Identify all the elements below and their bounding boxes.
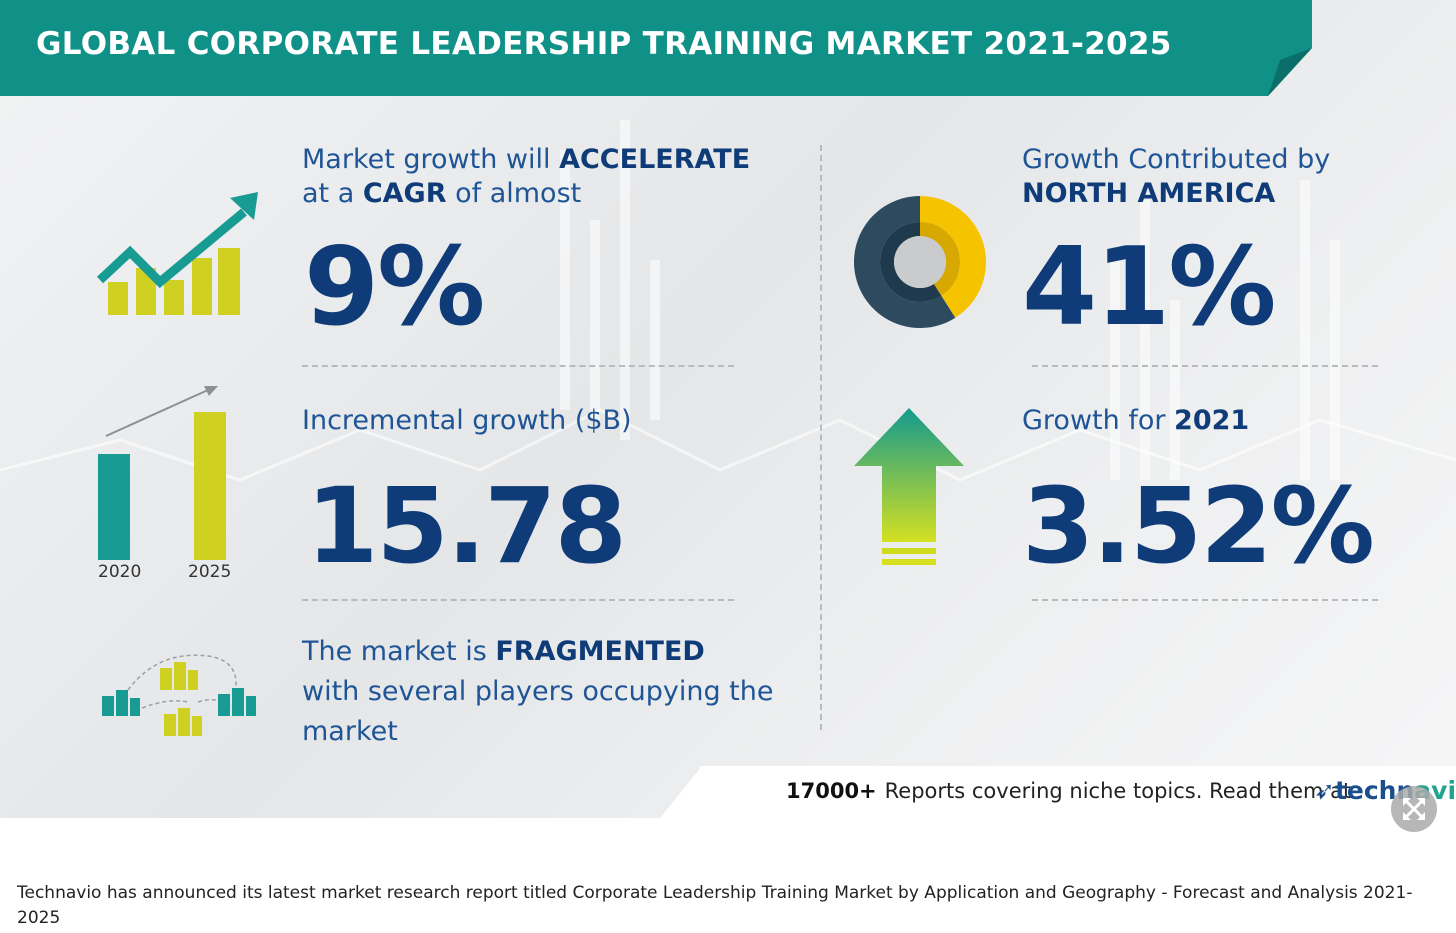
- cagr-heading: Market growth will ACCELERATE at a CAGR …: [302, 143, 750, 211]
- expand-icon: [1403, 798, 1425, 820]
- expand-image-button[interactable]: [1391, 786, 1437, 832]
- bar-comparison-icon: [98, 386, 226, 560]
- donut-center: [894, 236, 946, 288]
- incremental-value: 15.78: [306, 465, 627, 587]
- footer-strip: [700, 766, 1456, 818]
- report-count: 17000+: [786, 779, 877, 803]
- fragmented-line3-text: market: [302, 716, 398, 747]
- title-banner: GLOBAL CORPORATE LEADERSHIP TRAINING MAR…: [0, 0, 1312, 96]
- infographic: GLOBAL CORPORATE LEADERSHIP TRAINING MAR…: [0, 0, 1456, 818]
- buildings-network-icon: [102, 654, 256, 736]
- incremental-heading: Incremental growth ($B): [302, 405, 632, 436]
- background-texture: [0, 0, 1456, 818]
- donut-inner-share: [920, 222, 960, 296]
- yoy-heading: Growth for 2021: [1022, 404, 1249, 438]
- donut-share-segment: [920, 196, 986, 318]
- divider-yoy: [1032, 599, 1378, 601]
- fragmented-line2-text: with several players occupying the: [302, 676, 774, 707]
- cagr-line2-suffix: of almost: [446, 178, 582, 209]
- divider-incremental: [302, 599, 734, 601]
- logo-mark-icon: ➶: [1314, 776, 1335, 805]
- accelerate-label: ACCELERATE: [559, 144, 751, 175]
- divider-region: [1032, 365, 1378, 367]
- cagr-label: CAGR: [362, 178, 447, 209]
- region-heading: Growth Contributed by NORTH AMERICA: [1022, 143, 1330, 211]
- donut-inner-rest: [880, 222, 942, 302]
- cagr-value: 9%: [304, 225, 485, 350]
- fragmented-line1-text: The market is: [302, 636, 496, 667]
- growth-chart-icon: [96, 192, 258, 315]
- image-caption: Technavio has announced its latest marke…: [17, 883, 1413, 928]
- divider-cagr: [302, 365, 734, 367]
- fragmented-heading: The market is FRAGMENTED with several pl…: [302, 632, 773, 752]
- bar-label-2020: 2020: [98, 562, 142, 582]
- cagr-line1-text: Market growth will: [302, 144, 560, 175]
- cagr-line2-text: at a: [302, 178, 363, 209]
- footer-text: 17000+ Reports covering niche topics. Rea…: [786, 779, 1351, 803]
- up-arrow-icon: [854, 408, 964, 565]
- footer-description: Reports covering niche topics. Read them…: [884, 779, 1352, 803]
- yoy-value: 3.52%: [1022, 465, 1375, 587]
- region-donut-chart: [854, 196, 986, 328]
- footer-strip-slant: [660, 766, 702, 818]
- yoy-year: 2021: [1174, 405, 1250, 436]
- fragmented-label: FRAGMENTED: [495, 636, 705, 667]
- yoy-prefix: Growth for: [1022, 405, 1175, 436]
- region-line1-text: Growth Contributed by: [1022, 144, 1331, 175]
- bar-label-2025: 2025: [188, 562, 232, 582]
- region-value: 41%: [1022, 225, 1277, 350]
- vertical-divider: [820, 145, 822, 730]
- page-title: GLOBAL CORPORATE LEADERSHIP TRAINING MAR…: [36, 26, 1172, 62]
- north-america-label: NORTH AMERICA: [1022, 178, 1276, 209]
- donut-rest-segment: [854, 196, 956, 328]
